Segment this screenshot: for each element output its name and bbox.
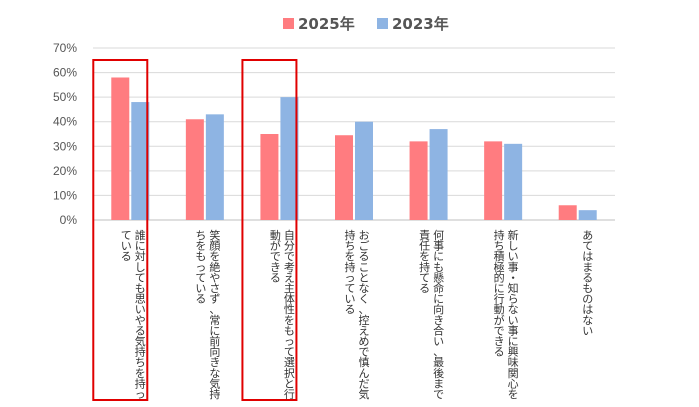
highlight-box xyxy=(241,59,298,401)
highlight-box xyxy=(92,59,149,401)
x-category-label: あてはまるものはない xyxy=(582,229,593,337)
bar-2023年 xyxy=(504,143,523,220)
bar-2023年 xyxy=(429,129,448,220)
x-category-label: 笑顔を絶やさず、常に前向きな気持 xyxy=(209,228,220,401)
highlight-boxes xyxy=(92,59,298,401)
bar-2025年 xyxy=(111,77,130,220)
x-category-label: 持ち積極的に行動ができる xyxy=(494,228,505,359)
x-category-label: おごることなく、控えめで慎んだ気 xyxy=(359,229,370,401)
y-tick-label: 40% xyxy=(53,115,77,129)
bar-2025年 xyxy=(484,141,503,220)
gridlines xyxy=(93,47,615,221)
x-category-label: 新しい事・知らない事に興味関心を xyxy=(508,228,519,401)
legend-label: 2023年 xyxy=(392,15,449,33)
x-category-label: 責任を持てる xyxy=(419,228,430,295)
y-tick-label: 70% xyxy=(53,41,77,55)
x-category-label: ている xyxy=(121,229,132,263)
bar-2025年 xyxy=(558,205,577,220)
y-tick-label: 0% xyxy=(60,213,78,227)
x-category-label: 誰に対しても思いやる気持ちを持っ xyxy=(135,228,146,401)
x-category-label: 持ちを持っている xyxy=(345,228,356,316)
y-tick-label: 50% xyxy=(53,90,77,104)
bars xyxy=(111,77,597,220)
x-category-label: 何事にも懸命に向き合い、最後まで xyxy=(433,229,444,401)
bar-2025年 xyxy=(409,141,428,220)
bar-2025年 xyxy=(260,134,279,220)
bar-2025年 xyxy=(185,119,204,220)
y-tick-label: 20% xyxy=(53,164,77,178)
x-category-label: ちをもっている xyxy=(195,229,206,306)
legend: 2025年 2023年 xyxy=(283,15,449,33)
y-tick-label: 10% xyxy=(53,188,77,202)
bar-2023年 xyxy=(131,102,150,220)
x-category-label: 自分で考え主体性をもって選択と行 xyxy=(284,229,295,401)
bar-2023年 xyxy=(355,121,373,220)
x-category-label: 動ができる xyxy=(270,228,281,284)
bar-2023年 xyxy=(205,114,224,220)
bar-2025年 xyxy=(335,135,353,220)
legend-label: 2025年 xyxy=(298,15,355,33)
legend-swatch xyxy=(283,18,294,29)
y-tick-label: 30% xyxy=(53,139,77,153)
bar-2023年 xyxy=(578,210,597,220)
y-tick-label: 60% xyxy=(53,66,77,80)
bar-2023年 xyxy=(280,97,299,220)
legend-swatch xyxy=(377,18,388,29)
y-axis: 0% 10% 20% 30% 40% 50% 60% 70% xyxy=(53,41,77,227)
